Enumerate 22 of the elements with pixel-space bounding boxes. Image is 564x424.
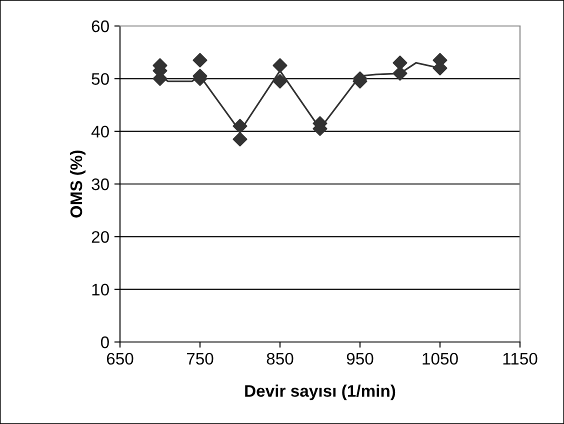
x-tick-label: 850 xyxy=(266,352,294,365)
x-tick-label: 950 xyxy=(346,352,374,365)
point xyxy=(192,52,208,68)
y-tick-label: 20 xyxy=(92,231,109,243)
y-tick-label: 50 xyxy=(92,73,109,85)
y-axis-title: OMS (%) xyxy=(70,150,86,218)
x-tick-label: 750 xyxy=(186,352,214,365)
y-tick-label: 60 xyxy=(92,20,109,32)
y-tick-label: 0 xyxy=(100,336,109,348)
point xyxy=(232,132,248,147)
point xyxy=(232,118,248,134)
point xyxy=(392,66,408,81)
x-tick-label: 650 xyxy=(106,352,134,365)
point xyxy=(272,58,288,73)
y-tick-label: 40 xyxy=(91,126,109,138)
y-tick-label: 10 xyxy=(92,284,109,296)
x-tick-label: 1150 xyxy=(503,352,538,365)
point xyxy=(272,74,288,89)
x-tick-label: 1050 xyxy=(422,352,458,365)
point xyxy=(392,56,408,70)
y-tick-label: 30 xyxy=(92,178,109,190)
x-axis-title: Devir sayısı (1/min) xyxy=(245,384,396,400)
